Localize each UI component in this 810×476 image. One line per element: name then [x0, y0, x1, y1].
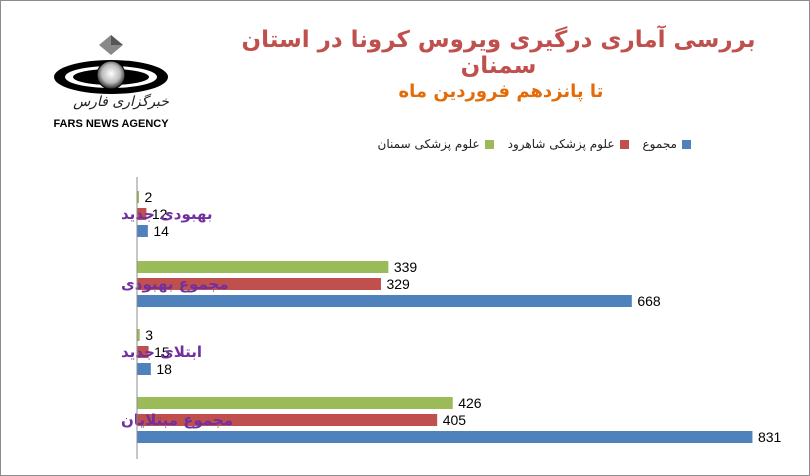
chart-subtitle: تا پانزدهم فروردین ماه [398, 81, 604, 102]
category-label-1: مجموع بهبودی [121, 275, 229, 293]
category-label-0: بهبودی جدید [121, 205, 213, 223]
bar-1-1 [137, 278, 381, 290]
chart-title: بررسی آماری درگیری ویروس کرونا در استان … [241, 27, 756, 79]
data-label-2-2: 18 [156, 361, 172, 377]
legend-swatch-2 [484, 139, 494, 149]
bar-0-1 [137, 208, 147, 220]
legend-item-1: علوم پزشکی شاهرود [508, 137, 629, 151]
legend-label-0: مجموع [642, 137, 677, 151]
data-label-2-0: 3 [145, 327, 153, 343]
data-label-0-0: 2 [145, 189, 153, 205]
bar-1-0 [137, 261, 389, 273]
logo-emblem-icon [54, 35, 168, 94]
legend-label-2: علوم پزشکی سمنان [377, 137, 480, 151]
data-label-0-2: 14 [153, 223, 169, 239]
legend-label-1: علوم پزشکی شاهرود [507, 137, 615, 151]
bar-3-1 [137, 414, 438, 426]
data-label-1-1: 329 [386, 276, 410, 292]
legend-item-0: مجموع [643, 137, 691, 151]
category-label-3: مجموع مبتلایان [121, 411, 233, 429]
data-label-2-1: 15 [154, 344, 170, 360]
bar-3-0 [137, 397, 453, 409]
legend-item-2: علوم پزشکی سمنان [378, 137, 494, 151]
data-label-0-1: 12 [152, 206, 168, 222]
data-label-3-1: 405 [443, 412, 467, 428]
bar-0-2 [137, 225, 148, 237]
logo-persian-text: خبرگزاری فارس [73, 94, 169, 110]
legend-swatch-0 [682, 139, 691, 149]
data-label-1-0: 339 [394, 259, 418, 275]
chart-bars [137, 191, 753, 443]
bar-2-0 [137, 329, 140, 341]
data-label-3-2: 831 [758, 429, 782, 445]
data-label-1-2: 668 [637, 293, 661, 309]
bar-0-0 [137, 191, 139, 203]
bar-2-2 [137, 363, 151, 375]
legend-swatch-1 [619, 139, 629, 149]
fars-news-logo: خبرگزاری فارس FARS NEWS AGENCY [51, 31, 171, 131]
data-label-3-0: 426 [458, 395, 482, 411]
bar-1-2 [137, 295, 632, 307]
category-label-2: ابتلای جدید [121, 343, 202, 361]
chart-legend: مجموع علوم پزشکی شاهرود علوم پزشکی سمنان [331, 134, 691, 154]
bar-3-2 [137, 431, 753, 443]
bar-2-1 [137, 346, 149, 358]
logo-english-text: FARS NEWS AGENCY [53, 118, 169, 130]
